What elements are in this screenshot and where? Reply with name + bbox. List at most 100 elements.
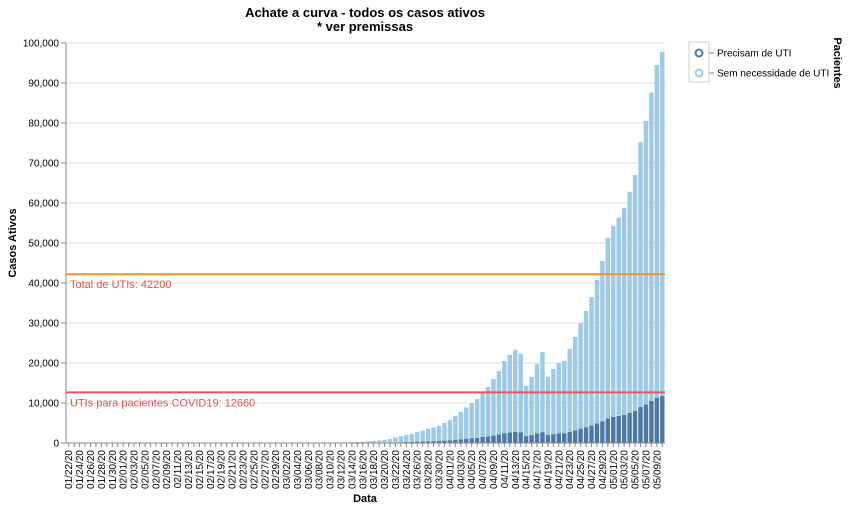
bar-segment — [447, 419, 453, 441]
bar-segment — [447, 440, 453, 443]
x-tick-label: 03/08/20 — [315, 450, 326, 489]
x-tick-label: 03/26/20 — [413, 450, 424, 489]
bar-segment — [436, 440, 442, 443]
x-tick-label: 04/05/20 — [467, 450, 478, 489]
bar-segment — [513, 349, 518, 432]
y-tick-label: 90,000 — [28, 79, 59, 90]
x-tick-label: 01/28/20 — [97, 450, 108, 489]
bar-segment — [393, 437, 398, 443]
bar-segment — [485, 436, 491, 443]
chart-subtitle: * ver premissas — [317, 19, 413, 34]
bar-segment — [442, 423, 447, 441]
bar-segment — [534, 363, 540, 434]
y-tick-label: 30,000 — [28, 319, 59, 330]
y-tick-label: 80,000 — [28, 119, 59, 130]
x-tick-label: 02/15/20 — [195, 450, 206, 489]
bar-segment — [523, 385, 529, 437]
bar-segment — [600, 261, 605, 422]
bar-segment — [518, 432, 523, 443]
bar-segment — [611, 416, 616, 443]
bar-segment — [415, 432, 420, 442]
x-tick-label: 03/04/20 — [293, 450, 304, 489]
bar-segment — [507, 355, 513, 433]
bar-segment — [540, 432, 545, 443]
y-axis-title: Casos Ativos — [7, 208, 19, 277]
legend-symbol — [694, 48, 704, 58]
x-tick-label: 04/27/20 — [587, 450, 598, 489]
bar-segment — [660, 51, 665, 397]
bar-segment — [513, 431, 518, 443]
bar-segment — [627, 191, 632, 413]
x-tick-label: 02/17/20 — [206, 450, 217, 489]
x-tick-label: 04/11/20 — [500, 450, 511, 489]
x-tick-label: 02/13/20 — [184, 450, 195, 489]
bar-segment — [453, 415, 458, 440]
x-tick-label: 01/24/20 — [75, 450, 86, 489]
bar-segment — [621, 414, 627, 443]
bar-segment — [611, 225, 616, 417]
bar-segment — [621, 207, 627, 415]
bar-segment — [502, 433, 507, 443]
bar-segment — [376, 440, 382, 443]
x-tick-label: 04/19/20 — [543, 450, 554, 489]
bar-segment — [458, 411, 464, 440]
x-tick-label: 03/28/20 — [424, 450, 435, 489]
bar-segment — [534, 433, 540, 443]
bar-segment — [485, 387, 491, 437]
bar-segment — [453, 439, 458, 443]
bar-segment — [442, 440, 447, 443]
bar-segment — [600, 421, 605, 443]
bar-segment — [583, 427, 589, 443]
x-tick-label: 03/06/20 — [304, 450, 315, 489]
x-tick-label: 02/11/20 — [173, 450, 184, 489]
x-tick-label: 03/24/20 — [402, 450, 413, 489]
y-tick-label: 10,000 — [28, 399, 59, 410]
x-tick-label: 04/09/20 — [489, 450, 500, 489]
bar-segment — [425, 441, 431, 443]
legend-symbol — [694, 68, 704, 78]
x-axis-title: Data — [353, 493, 378, 505]
x-tick-label: 01/30/20 — [108, 450, 119, 489]
bar-segment — [556, 363, 562, 434]
x-tick-label: 02/21/20 — [228, 450, 239, 489]
bar-segment — [605, 418, 611, 443]
bar-segment — [404, 435, 409, 443]
y-tick-label: 60,000 — [28, 199, 59, 210]
x-tick-label: 02/09/20 — [162, 450, 173, 489]
reference-label: UTIs para pacientes COVID19: 12660 — [70, 397, 255, 409]
bar-segment — [643, 121, 649, 405]
x-tick-label: 02/23/20 — [238, 450, 249, 489]
bar-segment — [660, 396, 665, 443]
bar-segment — [649, 400, 654, 443]
x-tick-label: 01/26/20 — [86, 450, 97, 489]
legend-label: Sem necessidade de UTI — [717, 69, 829, 80]
x-tick-label: 05/09/20 — [652, 450, 663, 489]
y-tick-label: 20,000 — [28, 359, 59, 370]
x-tick-label: 02/01/20 — [119, 450, 130, 489]
x-tick-label: 03/30/20 — [435, 450, 446, 489]
bar-segment — [436, 425, 442, 441]
reference-label: Total de UTIs: 42200 — [70, 279, 172, 291]
bar-segment — [502, 361, 507, 434]
bar-segment — [523, 436, 529, 443]
bar-segment — [594, 423, 600, 443]
x-tick-label: 04/21/20 — [554, 450, 565, 489]
x-tick-label: 02/07/20 — [151, 450, 162, 489]
x-tick-label: 03/14/20 — [347, 450, 358, 489]
bar-segment — [616, 217, 621, 416]
x-tick-label: 01/22/20 — [64, 450, 75, 489]
x-tick-label: 02/25/20 — [249, 450, 260, 489]
bar-segment — [632, 175, 638, 411]
bar-segment — [420, 430, 425, 442]
bar-segment — [425, 428, 431, 442]
bar-segment — [583, 311, 589, 428]
x-tick-label: 03/02/20 — [282, 450, 293, 489]
bar-segment — [578, 323, 583, 429]
bar-segment — [496, 434, 502, 443]
bar-segment — [474, 399, 480, 438]
x-tick-label: 02/05/20 — [140, 450, 151, 489]
bar-segment — [398, 436, 404, 443]
x-tick-label: 02/03/20 — [130, 450, 141, 489]
bar-segment — [458, 439, 464, 443]
